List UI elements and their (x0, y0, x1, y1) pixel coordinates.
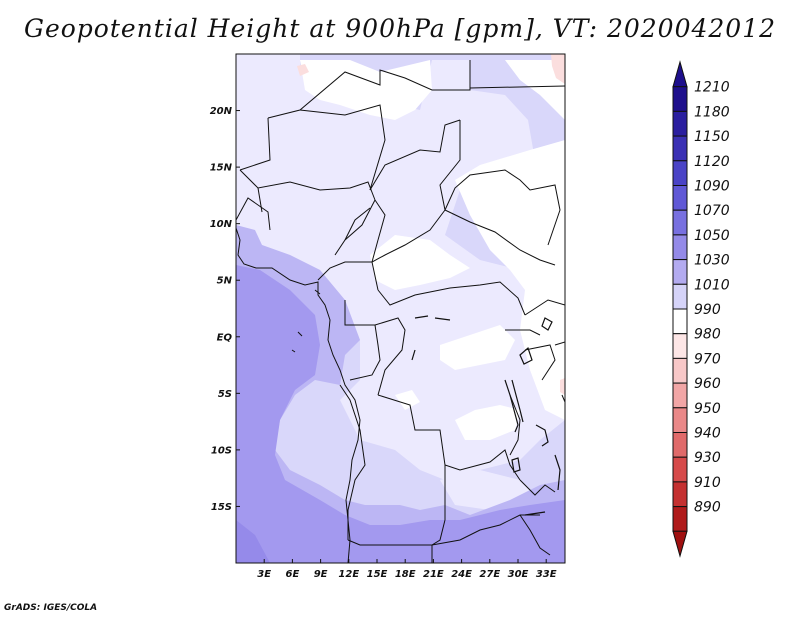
colorbar-swatch (672, 185, 688, 211)
colorbar-swatch (672, 333, 688, 359)
colorbar-top-cap (672, 60, 688, 88)
colorbar-label: 1050 (694, 228, 730, 244)
lon-tick-label: 18E (395, 569, 416, 580)
colorbar-label: 1070 (694, 203, 730, 219)
colorbar-swatch (672, 259, 688, 285)
lat-tick-label: 5S (218, 389, 232, 400)
islands (291, 289, 565, 403)
colorbar-swatch (672, 456, 688, 483)
colorbar-swatch (672, 308, 688, 335)
colorbar-label: 990 (694, 302, 721, 318)
colorbar-label: 1010 (694, 277, 730, 293)
colorbar-swatch (672, 481, 688, 508)
lon-tick-label: 24E (451, 569, 472, 580)
country-borders (236, 60, 565, 563)
lon-tick-label: 3E (257, 569, 271, 580)
colorbar-label: 950 (694, 401, 721, 417)
lat-tick-label: 5N (217, 276, 233, 287)
colorbar-label: 1210 (694, 80, 730, 96)
height-field-white-east (455, 140, 565, 420)
colorbar-swatch (672, 432, 688, 458)
map-title: Geopotential Height at 900hPa [gpm], VT:… (23, 14, 777, 43)
height-field-white-basin (440, 325, 515, 370)
lat-tick-label: 20N (210, 106, 233, 117)
colorbar-swatch (672, 382, 688, 409)
lat-tick-label: EQ (217, 332, 233, 343)
colorbar-label: 1150 (694, 129, 730, 145)
height-field-deep-west (236, 265, 565, 563)
lon-tick-label: 27E (479, 569, 500, 580)
colorbar-label: 910 (694, 475, 721, 491)
colorbar-swatch (672, 283, 688, 310)
colorbar-swatch (672, 135, 688, 162)
colorbar-swatch (672, 407, 688, 433)
lat-tick-label: 10S (211, 445, 232, 456)
lon-tick-label: 30E (508, 569, 529, 580)
colorbar: 1210 1180 1150 1120 1090 1070 1050 1030 1010 990 9… (672, 60, 730, 558)
colorbar-label: 970 (694, 351, 721, 367)
colorbar-swatch (672, 357, 688, 384)
lat-axis: 20N 15N 10N 5N EQ 5S 10S 15S (210, 106, 240, 513)
height-field-white-north (300, 60, 432, 120)
lon-tick-label: 12E (338, 569, 359, 580)
height-field-white-central (370, 235, 470, 290)
map-panel (236, 54, 565, 563)
colorbar-label: 1120 (694, 154, 730, 170)
lat-tick-label: 15N (210, 163, 233, 174)
lon-axis: 3E 6E 9E 12E 15E 18E 21E 24E 27E 30E 33E (257, 559, 557, 580)
colorbar-label: 980 (694, 327, 721, 343)
colorbar-label: 1180 (694, 104, 730, 120)
lat-tick-label: 10N (210, 219, 233, 230)
lon-tick-label: 6E (286, 569, 300, 580)
height-field-white-northeast (505, 60, 565, 120)
colorbar-label: 940 (694, 426, 721, 442)
colorbar-swatch (672, 209, 688, 236)
colorbar-label: 890 (694, 500, 721, 516)
lat-tick-label: 15S (211, 502, 232, 513)
height-field-white-patch (395, 390, 420, 410)
colorbar-swatch (672, 160, 688, 187)
height-field-pink-east (560, 378, 565, 395)
colorbar-label: 930 (694, 450, 721, 466)
colorbar-swatch (672, 86, 688, 112)
lon-tick-label: 9E (314, 569, 328, 580)
lake-outlines (411, 315, 561, 516)
colorbar-swatch (672, 506, 688, 532)
grads-credit: GrADS: IGES/COLA (4, 603, 98, 613)
height-field-deep-southwest (236, 520, 270, 563)
colorbar-swatch (672, 234, 688, 261)
map-frame (235, 53, 566, 564)
colorbar-bottom-cap (672, 530, 688, 558)
height-field-pink-north (297, 64, 309, 76)
height-field-medium-west (236, 225, 565, 563)
height-field-white-south-east (455, 405, 520, 440)
lon-tick-label: 33E (536, 569, 557, 580)
colorbar-label: 1030 (694, 253, 730, 269)
height-field-pink-northeast (551, 54, 565, 84)
colorbar-label: 960 (694, 376, 721, 392)
lon-tick-label: 21E (423, 569, 444, 580)
colorbar-label: 1090 (694, 179, 730, 195)
coastline (236, 227, 361, 563)
colorbar-swatch (672, 110, 688, 137)
lon-tick-label: 15E (367, 569, 388, 580)
